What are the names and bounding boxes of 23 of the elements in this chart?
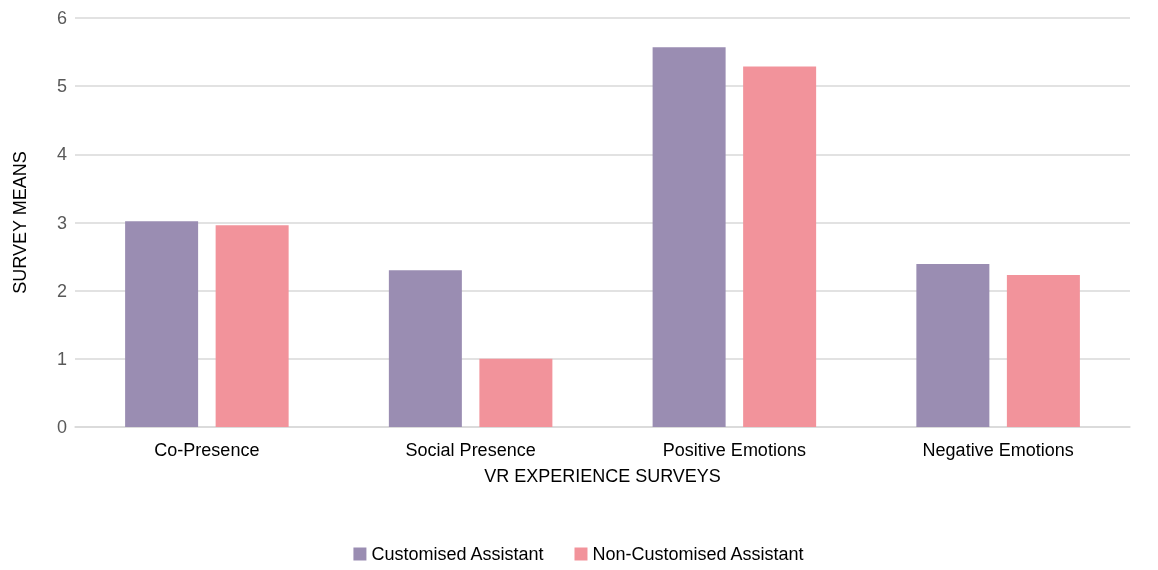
x-tick-label: Negative Emotions (922, 440, 1074, 460)
bar (125, 221, 199, 427)
bar (743, 66, 817, 427)
legend-label: Customised Assistant (371, 544, 544, 564)
x-tick-label: Social Presence (405, 440, 536, 460)
legend-label: Non-Customised Assistant (592, 544, 804, 564)
y-tick-label: 5 (56, 76, 67, 97)
x-axis-title: VR EXPERIENCE SURVEYS (484, 466, 721, 486)
y-axis-title: SURVEY MEANS (10, 151, 30, 294)
y-tick-label: 0 (56, 417, 67, 437)
bar (916, 264, 990, 427)
bar (388, 270, 462, 427)
y-tick-label: 4 (56, 144, 67, 165)
y-tick-label: 3 (56, 212, 67, 233)
x-tick-label: Positive Emotions (662, 440, 806, 460)
bar (652, 47, 726, 427)
bar (215, 225, 289, 427)
y-tick-label: 1 (56, 348, 67, 369)
y-tick-label: 6 (56, 8, 67, 28)
bar (1006, 274, 1080, 427)
x-tick-label: Co-Presence (154, 440, 260, 460)
bar (479, 358, 553, 427)
y-tick-label: 2 (56, 280, 67, 301)
